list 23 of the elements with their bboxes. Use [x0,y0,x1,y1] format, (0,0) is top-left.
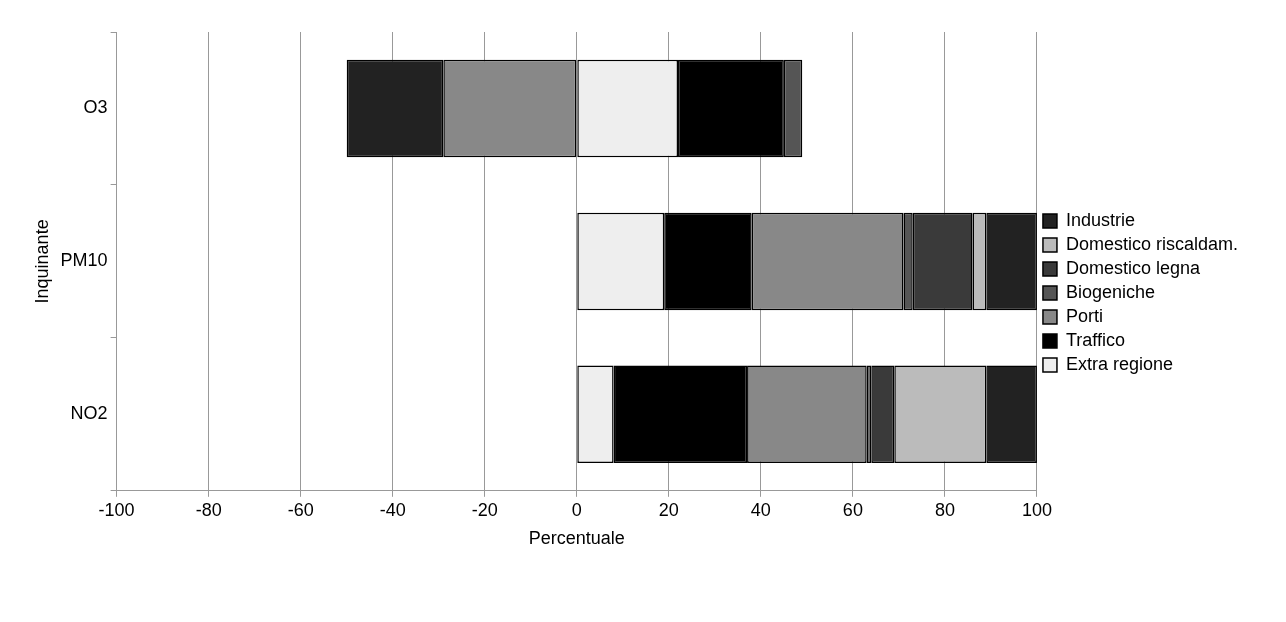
legend-label: Porti [1065,305,1103,326]
x-tick-label: 100 [1021,499,1052,520]
x-tick-label: 40 [750,499,771,520]
y-axis-title: Inquinante [31,219,52,304]
x-tick-label: -80 [195,499,222,520]
y-tick-label: NO2 [70,403,108,424]
x-tick-label: -100 [98,499,135,520]
legend-label: Domestico legna [1065,257,1202,278]
y-tick-label: PM10 [60,250,108,271]
legend-label: Biogeniche [1065,281,1156,302]
legend-label: Domestico riscaldam. [1065,233,1238,254]
x-axis-title: Percentuale [528,528,625,549]
x-tick-label: 60 [842,499,863,520]
x-tick-label: -60 [287,499,314,520]
x-tick-label: 80 [934,499,955,520]
x-tick-label: 20 [658,499,679,520]
y-tick-label: O3 [83,97,108,118]
x-tick-label: -20 [471,499,498,520]
legend-label: Traffico [1065,329,1125,350]
legend-label: Industrie [1065,209,1135,230]
legend-label: Extra regione [1065,353,1174,374]
x-tick-label: -40 [379,499,406,520]
x-tick-label: 0 [571,499,582,520]
